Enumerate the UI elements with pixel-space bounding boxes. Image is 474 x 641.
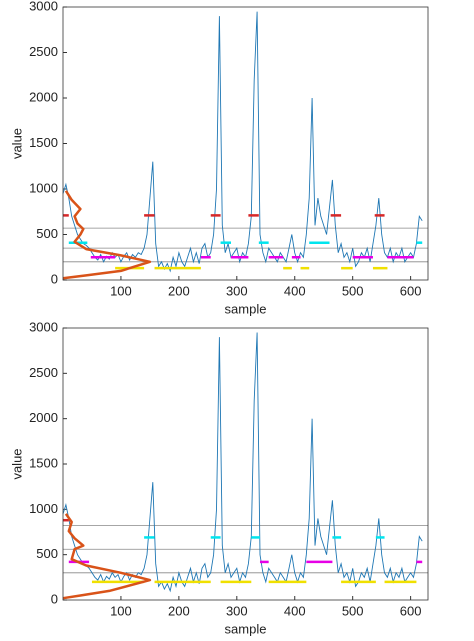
x-tick-label: 600: [400, 283, 422, 298]
signal-line: [62, 332, 423, 593]
x-tick-label: 200: [168, 283, 190, 298]
x-axis-label: sample: [225, 301, 267, 316]
y-tick-label: 2000: [29, 410, 58, 425]
y-tick-label: 3000: [29, 0, 58, 13]
x-tick-label: 100: [110, 603, 132, 618]
mixture-curve: [62, 513, 152, 600]
y-axis-label: value: [9, 448, 24, 479]
y-tick-label: 500: [36, 546, 58, 561]
y-tick-label: 1000: [29, 180, 58, 195]
y-axis-label: value: [9, 128, 24, 159]
y-tick-label: 2500: [29, 44, 58, 59]
x-axis-label: sample: [225, 621, 267, 636]
x-tick-label: 600: [400, 603, 422, 618]
y-tick-label: 3000: [29, 319, 58, 334]
x-tick-label: 400: [284, 283, 306, 298]
x-tick-label: 100: [110, 283, 132, 298]
signal-line: [62, 11, 423, 273]
mixture-curve: [62, 190, 152, 280]
plot-frame: [62, 6, 429, 281]
x-tick-label: 500: [342, 283, 364, 298]
y-tick-label: 0: [51, 271, 58, 286]
y-tick-label: 500: [36, 226, 58, 241]
x-tick-label: 500: [342, 603, 364, 618]
x-tick-label: 200: [168, 603, 190, 618]
x-tick-label: 400: [284, 603, 306, 618]
y-tick-label: 1500: [29, 455, 58, 470]
y-tick-label: 1000: [29, 501, 58, 516]
y-tick-label: 2500: [29, 365, 58, 380]
y-tick-label: 1500: [29, 135, 58, 150]
y-tick-label: 2000: [29, 89, 58, 104]
x-tick-label: 300: [226, 603, 248, 618]
y-tick-label: 0: [51, 591, 58, 606]
plot-frame: [62, 327, 429, 601]
x-tick-label: 300: [226, 283, 248, 298]
